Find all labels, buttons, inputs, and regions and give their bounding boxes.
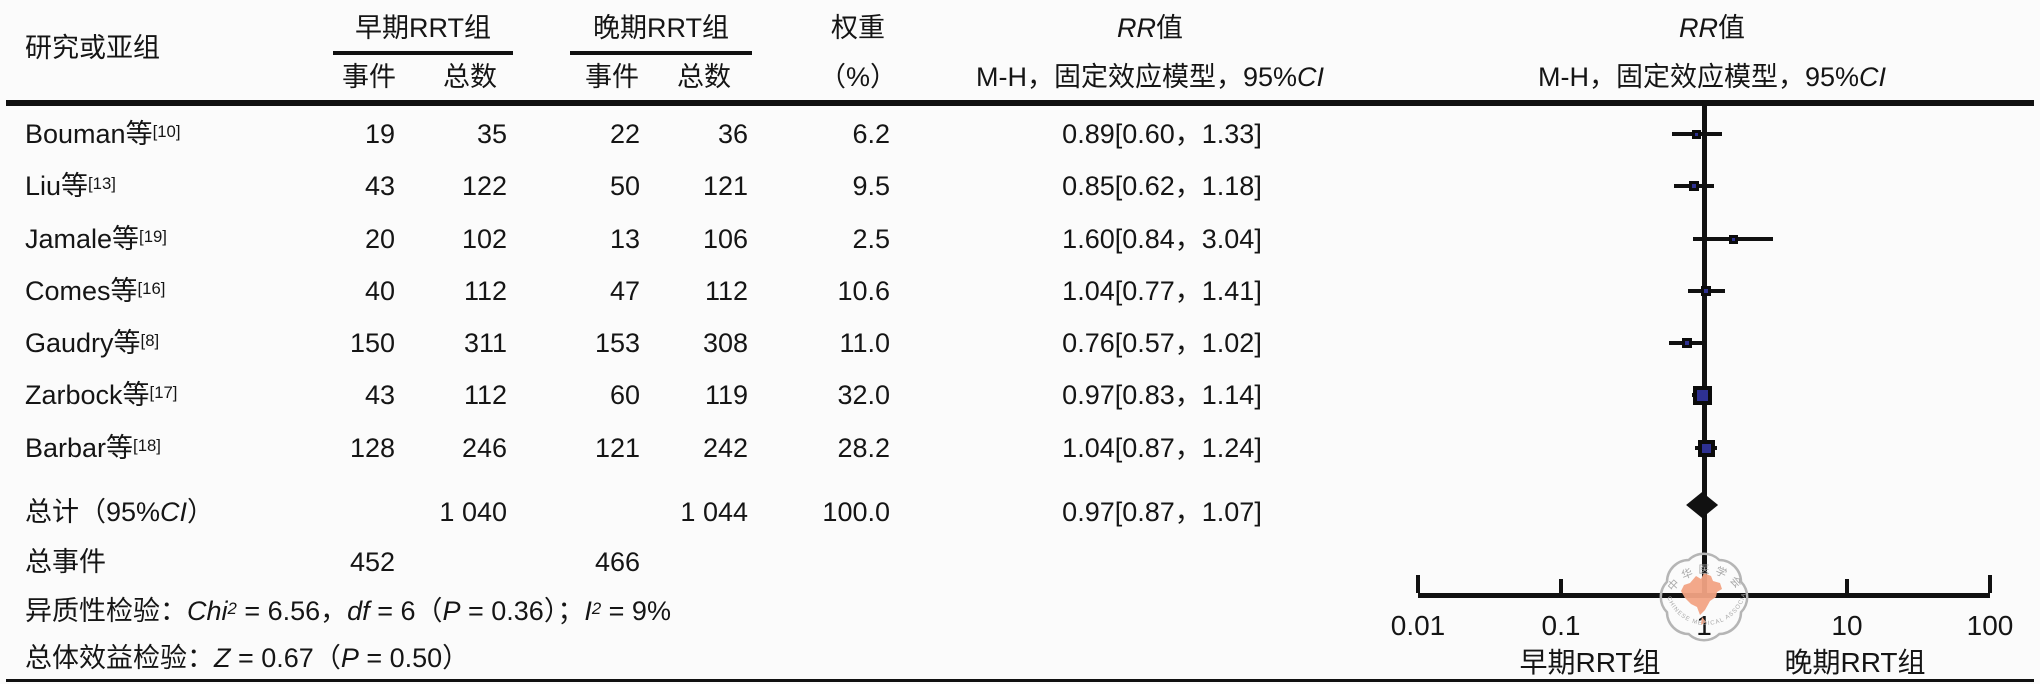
group2-total-cell: 242 [702,433,748,463]
group2-total-cell: 308 [702,328,748,358]
group2-total-cell: 36 [717,119,748,149]
plot-column-subtitle: M-H，固定效应模型，95%CI [1537,62,1887,92]
rr-ci-text-cell: 0.97[0.83，1.14] [1062,380,1262,410]
rr-ci-text-cell: 0.85[0.62，1.18] [1062,171,1262,201]
rr-marker [1692,129,1702,139]
axis-tick [1845,579,1849,593]
group2-underline [570,51,752,55]
axis-tick [1416,575,1420,593]
group2-events-cell: 47 [609,276,640,306]
study-label: Barbar等[18] [25,433,161,463]
rr-marker [1697,439,1715,457]
rr-ci-text-cell: 1.04[0.87，1.24] [1062,433,1262,463]
weight-cell: 2.5 [852,224,890,254]
group1-events-header: 事件 [342,62,396,92]
group1-events-cell: 43 [364,380,395,410]
cma-watermark-seal: 中华医学会 CHINESE MEDICAL ASSOCIATION [1642,533,1749,642]
total-events-label: 总事件 [25,547,106,577]
group1-total-header: 总数 [443,62,497,92]
group1-events-cell: 19 [364,119,395,149]
group2-events-cell: 13 [609,224,640,254]
rr-marker [1681,338,1692,348]
group2-events-cell: 153 [594,328,640,358]
rr-ci-text-cell: 1.04[0.77，1.41] [1062,276,1262,306]
group1-total-cell: 102 [461,224,507,254]
study-label: Jamale等[19] [25,224,167,254]
axis-tick-label: 0.1 [1541,610,1581,641]
group2-header: 晚期RRT组 [592,13,729,43]
axis-tick-label: 10 [1831,610,1863,641]
weight-cell: 10.6 [837,276,890,306]
plot-column-title: RR值 [1679,13,1745,43]
axis-tick-label: 0.01 [1390,610,1446,641]
group2-total-header: 总数 [677,62,731,92]
study-column-header: 研究或亚组 [25,33,160,63]
weight-cell: 28.2 [837,433,890,463]
rr-ci-text-cell: 1.60[0.84，3.04] [1062,224,1262,254]
favors-left-label: 早期RRT组 [1519,647,1661,678]
overall-effect-test-text: 总体效益检验：Z = 0.67（P = 0.50） [25,643,470,673]
null-effect-line [1701,104,1707,598]
group1-events-cell: 128 [349,433,395,463]
weight-cell: 6.2 [852,119,890,149]
rr-marker [1728,234,1738,244]
group1-total-cell: 311 [463,328,507,358]
rr-column-title: RR值 [1117,13,1183,43]
weight-cell: 32.0 [837,380,890,410]
group1-events-cell: 20 [364,224,395,254]
rr-column-subtitle: M-H，固定效应模型，95%CI [975,62,1325,92]
group1-events-sum: 452 [349,547,395,577]
study-label: Liu等[13] [25,171,116,201]
weight-header: 权重 [831,13,885,43]
study-label: Zarbock等[17] [25,380,178,410]
group2-total-cell: 121 [702,171,748,201]
group1-total-cell: 112 [463,380,507,410]
rr-marker [1692,385,1712,405]
axis-tick-label: 1 [1696,610,1712,641]
group1-header: 早期RRT组 [354,13,491,43]
group1-total-cell: 246 [461,433,507,463]
total-row-label: 总计（95%CI） [25,497,215,527]
study-label: Comes等[16] [25,276,166,306]
group2-total-cell: 106 [702,224,748,254]
rr-ci-text-cell: 0.76[0.57，1.02] [1062,328,1262,358]
group1-total-cell: 35 [476,119,507,149]
group1-total-cell: 112 [463,276,507,306]
weight-cell: 9.5 [852,171,890,201]
group2-total-cell: 119 [704,380,748,410]
rr-ci-text-cell: 0.89[0.60，1.33] [1062,119,1262,149]
group1-events-cell: 150 [349,328,395,358]
weight-total: 100.0 [822,497,890,527]
axis-tick [1988,575,1992,593]
study-label: Gaudry等[8] [25,328,160,358]
group1-total-cell: 122 [461,171,507,201]
heterogeneity-test-text: 异质性检验：Chi2 = 6.56，df = 6（P = 0.36）；I2 = … [25,596,671,626]
china-map-glyph [1681,573,1722,625]
group2-events-cell: 50 [609,171,640,201]
group2-events-cell: 22 [609,119,640,149]
rr-ci-text-total: 0.97[0.87，1.07] [1062,497,1262,527]
axis-tick [1559,579,1563,593]
study-label: Bouman等[10] [25,119,181,149]
bottom-rule [6,679,2034,682]
group2-events-cell: 121 [594,433,640,463]
header-rule [6,100,2034,106]
rr-marker [1688,181,1699,191]
group2-events-cell: 60 [609,380,640,410]
group2-events-header: 事件 [585,62,639,92]
weight-unit-header: （%） [818,62,897,92]
group2-total-sum: 1 044 [680,497,748,527]
weight-cell: 11.0 [839,328,890,358]
group1-total-sum: 1 040 [439,497,507,527]
group2-total-cell: 112 [704,276,748,306]
group2-events-sum: 466 [594,547,640,577]
rr-marker [1701,286,1712,296]
group1-events-cell: 43 [364,171,395,201]
pooled-diamond [1686,492,1719,518]
group1-events-cell: 40 [364,276,395,306]
group1-underline [333,51,513,55]
favors-right-label: 晚期RRT组 [1784,647,1926,678]
axis-tick-label: 100 [1966,610,2014,641]
